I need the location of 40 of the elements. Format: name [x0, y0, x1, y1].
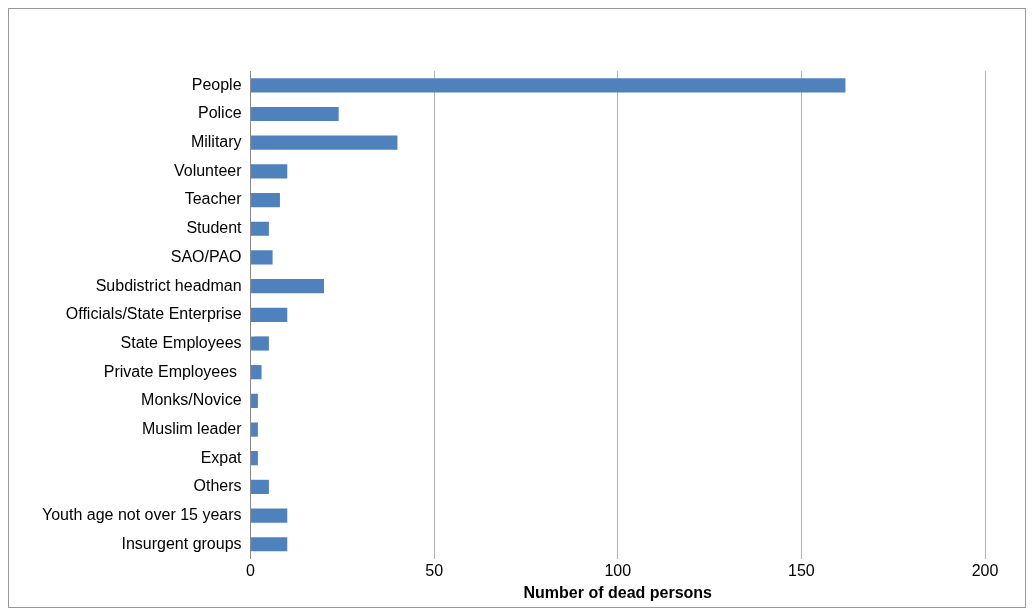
x-tick-label: 150	[788, 561, 815, 579]
y-tick-label: State Employees	[120, 333, 242, 351]
bar	[251, 365, 262, 380]
x-tick-label: 0	[246, 561, 256, 579]
bar	[251, 221, 269, 236]
y-tick-label: Youth age not over 15 years	[41, 505, 242, 523]
y-tick-label: People	[191, 75, 242, 93]
y-tick-label: Volunteer	[173, 161, 243, 179]
y-tick-label: Teacher	[184, 190, 243, 208]
y-tick-label: Muslim leader	[141, 419, 243, 437]
bar	[251, 135, 398, 150]
x-tick-label: 200	[971, 561, 999, 579]
y-tick-label: Subdistrict headman	[95, 276, 242, 294]
bar	[251, 508, 288, 523]
bar	[251, 393, 258, 408]
x-tick-label: 50	[425, 561, 444, 579]
bar	[251, 164, 288, 179]
x-tick-label: 100	[604, 561, 632, 579]
y-tick-label: Insurgent groups	[121, 534, 242, 552]
bar	[251, 250, 273, 265]
y-tick-label: Police	[197, 104, 242, 122]
bar	[251, 422, 258, 437]
y-tick-label: Military	[190, 133, 242, 151]
y-tick-label: Officials/State Enterprise	[65, 305, 242, 323]
y-tick-label: Private Employees	[103, 362, 242, 380]
y-tick-label: SAO/PAO	[170, 247, 242, 265]
bar	[251, 451, 258, 466]
bar	[251, 537, 288, 552]
bar	[251, 279, 324, 294]
x-axis-title: Number of dead persons	[523, 583, 713, 601]
bar	[251, 336, 269, 351]
bar	[251, 78, 846, 93]
y-tick-label: Expat	[200, 448, 243, 466]
bar	[251, 192, 280, 208]
bar	[251, 479, 269, 494]
y-tick-label: Student	[186, 219, 243, 237]
bar	[251, 307, 288, 322]
bar	[251, 106, 339, 122]
y-tick-label: Others	[193, 477, 242, 495]
y-tick-label: Monks/Novice	[141, 391, 242, 409]
